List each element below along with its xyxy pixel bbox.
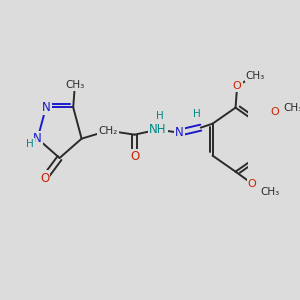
Text: O: O xyxy=(233,81,242,91)
Text: H: H xyxy=(26,139,34,149)
Text: O: O xyxy=(271,107,279,117)
Text: CH₃: CH₃ xyxy=(284,103,300,113)
Text: N: N xyxy=(33,132,42,145)
Text: CH₃: CH₃ xyxy=(261,187,280,197)
Text: NH: NH xyxy=(149,123,166,136)
Text: CH₃: CH₃ xyxy=(65,80,85,90)
Text: N: N xyxy=(42,101,50,114)
Text: O: O xyxy=(130,150,139,163)
Text: O: O xyxy=(40,172,49,184)
Text: H: H xyxy=(193,109,200,119)
Text: H: H xyxy=(156,111,164,121)
Text: CH₃: CH₃ xyxy=(246,71,265,81)
Text: O: O xyxy=(248,179,256,189)
Text: CH₂: CH₂ xyxy=(98,126,118,136)
Text: N: N xyxy=(175,126,184,139)
